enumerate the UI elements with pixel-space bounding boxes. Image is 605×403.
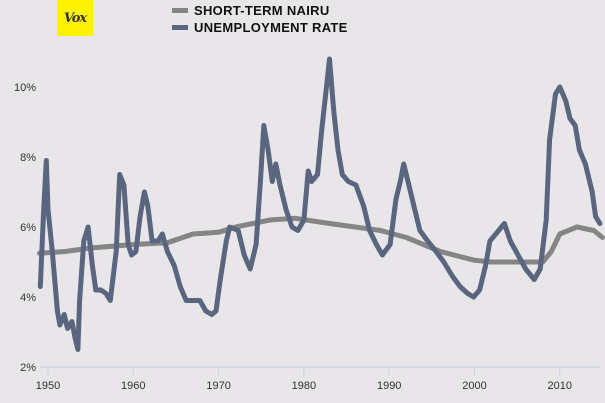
legend-label-unemployment: UNEMPLOYMENT RATE (194, 20, 348, 35)
y-tick-label: 2% (20, 362, 36, 374)
legend-swatch-unemployment (172, 25, 188, 30)
x-tick-label: 1980 (292, 380, 316, 392)
x-tick-label: 2000 (462, 380, 486, 392)
y-tick-label: 4% (20, 292, 36, 304)
series-line-unemployment (37, 56, 603, 352)
x-tick-label: 2010 (548, 380, 572, 392)
y-tick-label: 6% (20, 222, 36, 234)
vox-logo: Vox (57, 0, 93, 36)
legend-label-nairu: SHORT-TERM NAIRU (194, 3, 330, 18)
x-tick-label: 1960 (121, 380, 145, 392)
legend-swatch-nairu (172, 8, 188, 13)
y-tick-label: 10% (14, 82, 36, 94)
series-line-nairu (37, 215, 605, 265)
x-tick-label: 1990 (377, 380, 401, 392)
legend-item-nairu: SHORT-TERM NAIRU (172, 3, 330, 18)
legend-item-unemployment: UNEMPLOYMENT RATE (172, 20, 348, 35)
x-tick-label: 1950 (36, 380, 60, 392)
x-tick-label: 1970 (206, 380, 230, 392)
y-tick-label: 8% (20, 152, 36, 164)
